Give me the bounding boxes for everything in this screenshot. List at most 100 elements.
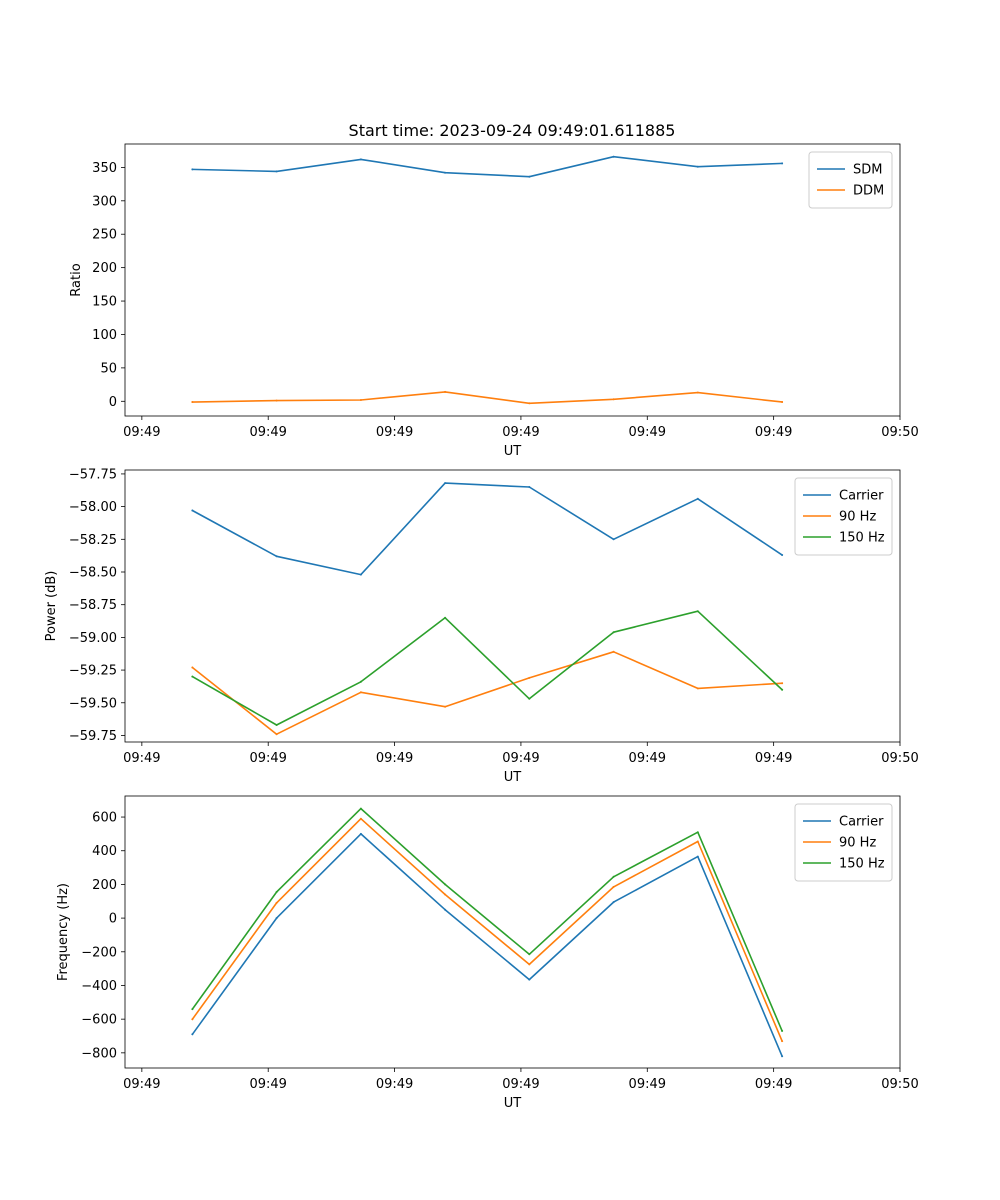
power-series-carrier-point [781, 554, 784, 556]
frequency-series-90-hz-point [359, 817, 362, 820]
power-series-150-hz-line [191, 610, 784, 726]
power-series-90-hz-point [696, 687, 699, 690]
frequency-x-tick-label: 09:49 [755, 1077, 792, 1092]
ratio-x-axis-label: UT [504, 444, 522, 459]
frequency-y-tick-label: 0 [109, 912, 117, 927]
power-y-axis-label: Power (dB) [44, 571, 59, 642]
power-x-tick-label: 09:49 [123, 751, 160, 766]
power-series-150-hz-point [191, 675, 194, 678]
frequency-series-150-hz-point [781, 1029, 784, 1032]
ratio-x-tick-label: 09:49 [755, 425, 792, 440]
ratio-x-tick-label: 09:49 [123, 425, 160, 440]
frequency-series-carrier-line [191, 833, 784, 1058]
frequency-series-150-hz-point [191, 1008, 194, 1011]
frequency-series-150-hz-point [612, 875, 615, 878]
ratio-series-ddm-line [191, 391, 783, 405]
frequency-series-150-hz-point [696, 831, 699, 834]
power-y-tick-label: −58.75 [69, 598, 117, 613]
frequency-y-tick-label: −400 [81, 979, 117, 994]
ratio-series-ddm-point [781, 401, 784, 403]
power-y-tick-label: −59.25 [69, 664, 117, 679]
ratio-x-tick-label: 09:49 [249, 425, 286, 440]
ratio-y-tick-label: 150 [92, 295, 117, 310]
frequency-series-150-hz-point [528, 953, 531, 956]
power-series-150-hz-point [359, 680, 362, 683]
power-legend [794, 477, 893, 556]
power-series-carrier-point [359, 573, 362, 576]
power-panel: 09:49 09:49 09:49 09:49 09:49 09:49 09:50 −59.7… [44, 467, 919, 785]
frequency-series-90-hz-point [612, 885, 615, 888]
power-series-150-hz-point [528, 697, 531, 700]
frequency-panel: 09:49 09:49 09:49 09:49 09:49 09:49 09:50 −800 −… [56, 795, 919, 1111]
frequency-series-90-hz-line [191, 817, 784, 1043]
frequency-x-tick-label: 09:49 [502, 1077, 539, 1092]
power-y-tick-label: −59.00 [69, 631, 117, 646]
power-series-150-hz-point [444, 616, 447, 619]
power-series-carrier-point [191, 509, 194, 512]
frequency-series-carrier-point [612, 901, 615, 904]
power-series-90-hz-point [781, 682, 784, 685]
frequency-legend-label: 150 Hz [839, 857, 885, 872]
ratio-y-tick-label: 0 [109, 395, 117, 410]
power-series-carrier-point [275, 555, 278, 558]
power-legend-label: 150 Hz [839, 531, 885, 546]
power-y-tick-label: −57.75 [69, 467, 117, 482]
frequency-series-carrier-point [359, 832, 362, 835]
power-x-tick-label: 09:49 [755, 751, 792, 766]
frequency-y-axis-label: Frequency (Hz) [56, 883, 71, 981]
frequency-series-90-hz-point [191, 1018, 194, 1021]
frequency-series-carrier-point [191, 1033, 194, 1036]
frequency-series-150-hz-point [359, 807, 362, 810]
frequency-series-150-hz-point [275, 891, 278, 893]
power-axes-frame [124, 469, 901, 743]
frequency-y-tick-label: −200 [81, 945, 117, 960]
ratio-series-sdm-point [444, 171, 447, 174]
frequency-series-carrier-point [275, 917, 278, 920]
ratio-series-sdm-line [191, 155, 783, 178]
frequency-x-tick-label: 09:49 [249, 1077, 286, 1092]
ratio-series-ddm-point [359, 399, 362, 401]
power-y-tick-label: −59.50 [69, 696, 117, 711]
power-y-tick-label: −58.25 [69, 533, 117, 548]
ratio-panel: 09:49 09:49 09:49 09:49 09:49 09:49 09:50 0 50 10… [69, 143, 919, 459]
power-series-90-hz-point [191, 666, 194, 669]
power-legend-label: Carrier [839, 489, 884, 504]
ratio-x-tick-label: 09:49 [376, 425, 413, 440]
chart-title: Start time: 2023-09-24 09:49:01.611885 [349, 121, 676, 140]
power-series-carrier-point [696, 497, 699, 500]
power-series-90-hz-point [612, 650, 615, 653]
power-series-90-hz-point [444, 705, 447, 708]
power-x-tick-label: 09:50 [881, 751, 918, 766]
frequency-series-carrier-point [781, 1055, 784, 1058]
power-y-tick-label: −59.75 [69, 729, 117, 744]
ratio-y-tick-label: 300 [92, 194, 117, 209]
ratio-series-ddm-point [612, 398, 615, 401]
frequency-y-tick-label: −800 [81, 1046, 117, 1061]
frequency-series-150-hz-point [444, 883, 447, 886]
ratio-series-ddm-point [275, 399, 278, 402]
frequency-x-tick-label: 09:49 [376, 1077, 413, 1092]
power-series-150-hz-point [275, 724, 278, 726]
power-x-tick-label: 09:49 [502, 751, 539, 766]
frequency-x-tick-label: 09:49 [123, 1077, 160, 1092]
power-x-axis-label: UT [504, 770, 522, 785]
ratio-axes-frame [124, 143, 901, 417]
ratio-y-axis-label: Ratio [69, 263, 84, 296]
frequency-series-90-hz-point [781, 1040, 784, 1043]
frequency-x-tick-label: 09:50 [881, 1077, 918, 1092]
ratio-y-tick-label: 50 [100, 361, 117, 376]
ratio-y-tick-label: 100 [92, 328, 117, 343]
frequency-series-carrier-point [696, 855, 699, 858]
ratio-series-sdm-point [781, 162, 784, 165]
power-x-tick-label: 09:49 [629, 751, 666, 766]
ratio-series-sdm-point [359, 158, 362, 161]
ratio-y-tick-label: 350 [92, 161, 117, 176]
ratio-series-ddm-point [444, 390, 447, 393]
power-series-carrier-line [191, 482, 784, 576]
ratio-y-tick-label: 200 [92, 261, 117, 276]
power-y-tick-label: −58.50 [69, 566, 117, 581]
frequency-legend-label: Carrier [839, 815, 884, 830]
frequency-axes-frame [124, 795, 901, 1069]
ratio-y-tick-label: 250 [92, 228, 117, 243]
